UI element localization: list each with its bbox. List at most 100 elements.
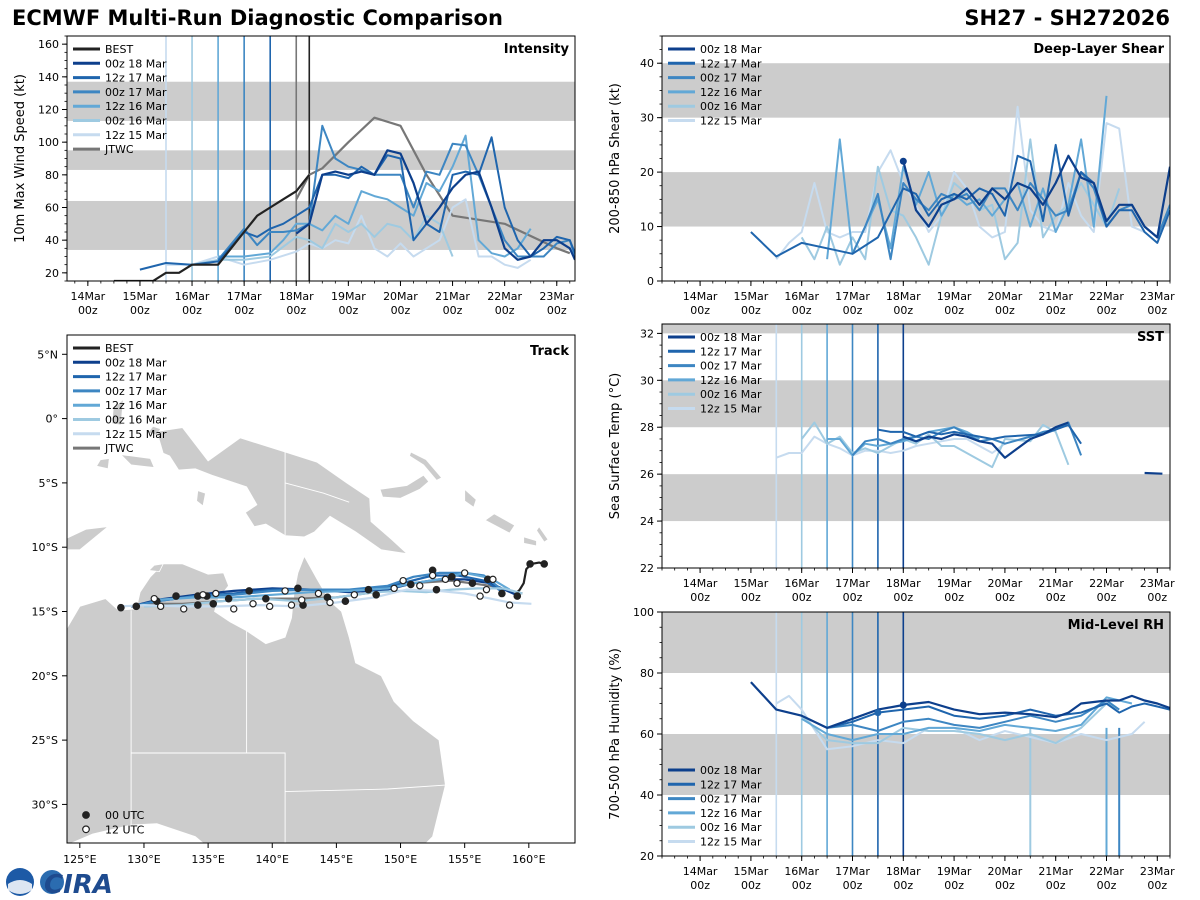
track-point-12utc — [326, 598, 334, 607]
legend-label: 00z 18 Mar — [700, 43, 762, 56]
track-point-00utc — [448, 572, 456, 581]
y-tick-label: 24 — [640, 515, 654, 528]
x-tick-label: 00z — [893, 304, 913, 317]
y-tick-label: 10 — [640, 221, 654, 234]
legend-label: 12z 16 Mar — [700, 807, 762, 820]
series-line — [113, 174, 311, 281]
legend-label: 00z 16 Mar — [700, 388, 762, 401]
x-tick-label: 00z — [690, 879, 710, 892]
x-tick-label: 00z — [130, 304, 150, 317]
series-line — [139, 136, 575, 271]
x-tick-label: 00z — [995, 304, 1015, 317]
x-tick-label: 20Mar — [988, 290, 1023, 303]
legend-label: 12z 15 Mar — [700, 403, 762, 416]
aru-land — [196, 490, 206, 507]
panel-intensity: 2040608010012014016014Mar00z15Mar00z16Ma… — [13, 35, 576, 317]
x-tick-label: 00z — [391, 304, 411, 317]
x-tick-label: 20Mar — [988, 865, 1023, 878]
y-tick-label: 140 — [38, 71, 59, 84]
series-line — [800, 421, 1070, 469]
legend-label: BEST — [105, 43, 133, 56]
track-point-00utc — [432, 585, 441, 594]
x-tick-label: 145°E — [320, 853, 353, 866]
track-point-12utc — [287, 601, 296, 609]
legend-label: 12z 16 Mar — [700, 374, 762, 387]
threshold-band — [67, 150, 575, 170]
x-tick-label: 00z — [741, 591, 761, 604]
legend-label: 00z 18 Mar — [105, 356, 167, 369]
x-tick-label: 00z — [234, 304, 254, 317]
y-axis-label: 200-850 hPa Shear (kt) — [608, 83, 623, 234]
series-line — [295, 116, 571, 255]
x-tick-label: 00z — [1097, 591, 1117, 604]
x-tick-label: 00z — [944, 304, 964, 317]
y-axis-label: 10m Max Wind Speed (kt) — [13, 74, 28, 243]
series-line — [775, 105, 1145, 260]
x-tick-label: 00z — [78, 304, 98, 317]
y-tick-label: 100 — [38, 136, 59, 149]
x-tick-label: 18Mar — [886, 290, 921, 303]
threshold-band — [662, 612, 1170, 673]
track-line — [120, 588, 532, 608]
legend-label: 00z 17 Mar — [700, 793, 762, 806]
legend-label: 00z 16 Mar — [105, 414, 167, 427]
x-tick-label: 16Mar — [175, 290, 210, 303]
x-tick-label: 00z — [286, 304, 306, 317]
x-tick-label: 125°E — [63, 853, 96, 866]
panel-title: Deep-Layer Shear — [1033, 42, 1164, 57]
legend-label: 12z 17 Mar — [700, 57, 762, 70]
x-tick-label: 22Mar — [1089, 577, 1124, 590]
x-tick-label: 150°E — [384, 853, 417, 866]
track-point-00utc — [526, 560, 534, 568]
x-tick-label: 00z — [1147, 879, 1167, 892]
series-line — [218, 134, 532, 258]
track-point-00utc — [194, 601, 202, 609]
track-point-00utc — [372, 590, 380, 599]
x-tick-label: 19Mar — [937, 290, 972, 303]
x-tick-label: 00z — [1046, 879, 1066, 892]
solomon-land — [484, 513, 516, 534]
malaita-land — [536, 525, 549, 543]
y-axis-label: Sea Surface Temp (°C) — [608, 373, 623, 520]
x-tick-label: 00z — [1097, 304, 1117, 317]
y-tick-label: 32 — [640, 327, 654, 340]
x-tick-label: 00z — [792, 591, 812, 604]
track-lines — [117, 560, 549, 613]
x-tick-label: 18Mar — [886, 577, 921, 590]
track-point-12utc — [505, 601, 514, 609]
series-line — [826, 699, 1120, 732]
series-line — [826, 95, 1108, 260]
legend-label: 00z 17 Mar — [105, 86, 167, 99]
y-tick-label: 5°S — [39, 477, 58, 490]
track-point-12utc — [212, 589, 220, 598]
x-tick-label: 00z — [443, 304, 463, 317]
x-tick-label: 16Mar — [784, 290, 819, 303]
y-tick-label: 20 — [45, 267, 59, 280]
x-tick-label: 00z — [995, 591, 1015, 604]
track-point-12utc — [150, 594, 158, 603]
legend-label: 12z 15 Mar — [700, 836, 762, 849]
new-britain-land — [379, 474, 430, 499]
track-point-12utc — [416, 582, 424, 590]
x-tick-label: 19Mar — [937, 865, 972, 878]
x-tick-label: 21Mar — [1038, 577, 1073, 590]
track-point-12utc — [281, 587, 289, 595]
x-tick-label: 00z — [1097, 879, 1117, 892]
track-point-00utc — [364, 585, 373, 594]
x-tick-label: 22Mar — [1089, 865, 1124, 878]
x-tick-label: 00z — [182, 304, 202, 317]
y-tick-label: 120 — [38, 104, 59, 117]
x-tick-label: 21Mar — [1038, 865, 1073, 878]
marker-legend-symbol — [82, 825, 90, 834]
x-tick-label: 20Mar — [383, 290, 418, 303]
y-tick-label: 40 — [640, 57, 654, 70]
track-point-12utc — [460, 569, 469, 577]
x-tick-label: 00z — [547, 304, 567, 317]
y-tick-label: 0 — [647, 275, 654, 288]
y-tick-label: 40 — [45, 234, 59, 247]
panel-title: Intensity — [504, 42, 570, 57]
track-point-12utc — [390, 584, 398, 593]
panel-rh: 2040608010014Mar00z15Mar00z16Mar00z17Mar… — [608, 606, 1175, 892]
y-tick-label: 10°S — [32, 541, 58, 554]
y-tick-label: 0° — [46, 413, 59, 426]
